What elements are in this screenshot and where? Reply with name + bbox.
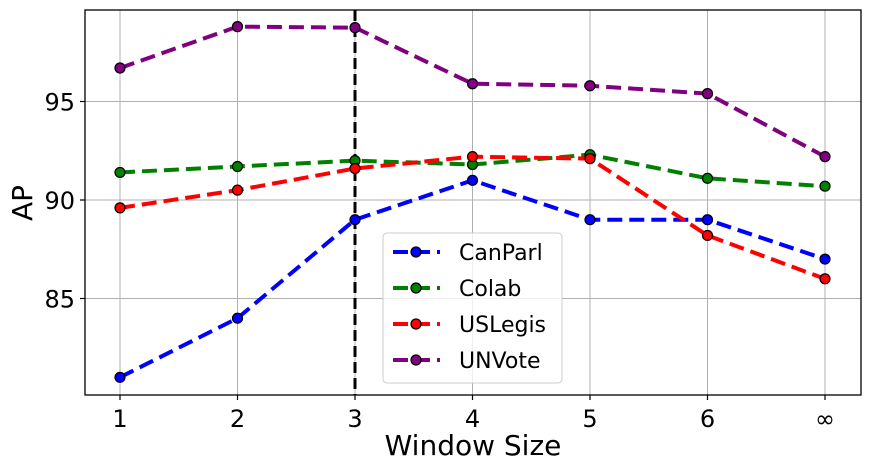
- data-point: [701, 88, 714, 100]
- data-point: [584, 80, 596, 92]
- x-tick-label: 3: [347, 405, 362, 433]
- data-point: [231, 184, 244, 196]
- data-point: [114, 166, 126, 179]
- data-point: [819, 180, 831, 192]
- data-point: [466, 174, 479, 186]
- legend-item-canparl: CanParl: [393, 241, 543, 266]
- x-tick-label: 1: [112, 405, 127, 433]
- x-tick-label: ∞: [815, 405, 835, 433]
- y-axis-label: AP: [6, 185, 39, 221]
- data-point: [466, 151, 479, 163]
- data-point: [701, 214, 714, 226]
- data-point: [114, 371, 126, 383]
- y-tick-label: 85: [44, 286, 75, 314]
- data-point: [349, 22, 361, 34]
- data-point: [819, 273, 831, 285]
- y-tick-label: 95: [44, 89, 75, 117]
- data-point: [701, 172, 714, 184]
- data-point: [114, 202, 126, 214]
- data-point: [349, 214, 361, 226]
- x-tick-label: 6: [700, 405, 715, 433]
- data-point: [701, 229, 714, 242]
- data-point: [584, 153, 596, 165]
- data-point: [231, 160, 244, 173]
- legend-item-unvote: UNVote: [393, 349, 541, 374]
- legend-label: Colab: [459, 277, 521, 302]
- y-tick-label: 90: [44, 187, 75, 215]
- data-point: [584, 214, 596, 226]
- legend-label: CanParl: [459, 241, 543, 266]
- x-tick-label: 4: [465, 405, 480, 433]
- x-tick-label: 2: [230, 405, 245, 433]
- data-point: [231, 21, 244, 33]
- data-point: [819, 151, 831, 163]
- series-unvote: [114, 21, 831, 163]
- data-point: [819, 253, 831, 265]
- legend-item-uslegis: USLegis: [393, 313, 546, 338]
- series-canparl: [114, 174, 831, 383]
- legend-label: USLegis: [459, 313, 546, 338]
- legend: CanParl Colab USLegis UNVote: [382, 232, 563, 384]
- legend-item-colab: Colab: [393, 277, 521, 302]
- x-axis-label: Window Size: [385, 429, 562, 462]
- data-point: [349, 162, 361, 175]
- legend-label: UNVote: [459, 349, 541, 374]
- series-lines: [114, 21, 831, 383]
- x-axis-ticks: 1 2 3 4 5 6 ∞: [112, 395, 835, 433]
- data-point: [114, 62, 126, 74]
- data-point: [231, 312, 244, 324]
- series-uslegis: [114, 151, 831, 285]
- data-point: [466, 78, 479, 90]
- x-tick-label: 5: [582, 405, 597, 433]
- y-axis-ticks: 85 90 95: [44, 89, 85, 314]
